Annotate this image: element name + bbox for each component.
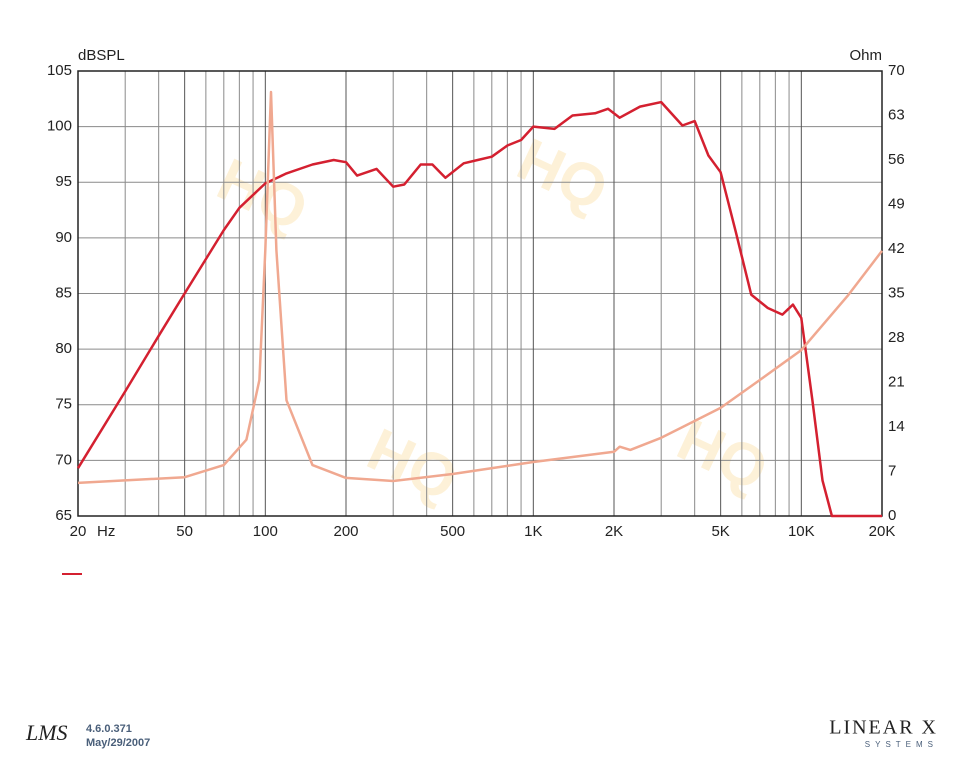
x-tick-label: 100 (253, 523, 278, 540)
y-tick-label: 90 (55, 229, 72, 246)
y2-tick-label: 21 (888, 373, 905, 390)
date: May/29/2007 (86, 737, 150, 749)
y-tick-label: 85 (55, 284, 72, 301)
x-tick-label: 500 (440, 523, 465, 540)
series-line (76, 100, 882, 518)
version: 4.6.0.371 (86, 723, 132, 735)
y2-tick-label: 42 (888, 240, 905, 257)
x-tick-label: 5K (711, 523, 729, 540)
y2-tick-label: 56 (888, 151, 905, 168)
y2-tick-label: 28 (888, 329, 905, 346)
footer-logo: LMS (25, 720, 68, 745)
y2-tick-label: 14 (888, 418, 905, 435)
brand-sub: SYSTEMS (865, 740, 938, 749)
y2-tick-label: 7 (888, 462, 896, 479)
x-axis-label: Hz (97, 523, 115, 540)
x-tick-label: 50 (176, 523, 193, 540)
x-tick-label: 1K (524, 523, 542, 540)
y-tick-label: 105 (47, 62, 72, 79)
y-axis-label: dBSPL (78, 47, 125, 64)
y-tick-label: 80 (55, 340, 72, 357)
y2-tick-label: 0 (888, 507, 896, 524)
x-tick-label: 10K (788, 523, 815, 540)
y-tick-label: 100 (47, 118, 72, 135)
x-tick-label: 20K (869, 523, 896, 540)
x-tick-label: 2K (605, 523, 623, 540)
y2-axis-label: Ohm (849, 47, 882, 64)
plot-frame (77, 70, 883, 517)
x-tick-label: 200 (333, 523, 358, 540)
y-tick-label: 70 (55, 451, 72, 468)
watermark: HQ HQ HQ HQ (208, 125, 778, 514)
svg-text:HQ: HQ (668, 405, 778, 504)
series-line (77, 90, 883, 485)
x-tick-label: 20 (70, 523, 87, 540)
y2-tick-label: 49 (888, 195, 905, 212)
brand: LINEAR X (829, 717, 938, 739)
y2-tick-label: 63 (888, 106, 905, 123)
y-tick-label: 65 (55, 507, 72, 524)
y2-tick-label: 70 (888, 62, 905, 79)
y-tick-label: 95 (55, 173, 72, 190)
svg-text:HQ: HQ (508, 125, 618, 224)
y2-tick-label: 35 (888, 284, 905, 301)
svg-text:HQ: HQ (358, 415, 468, 514)
y-tick-label: 75 (55, 396, 72, 413)
